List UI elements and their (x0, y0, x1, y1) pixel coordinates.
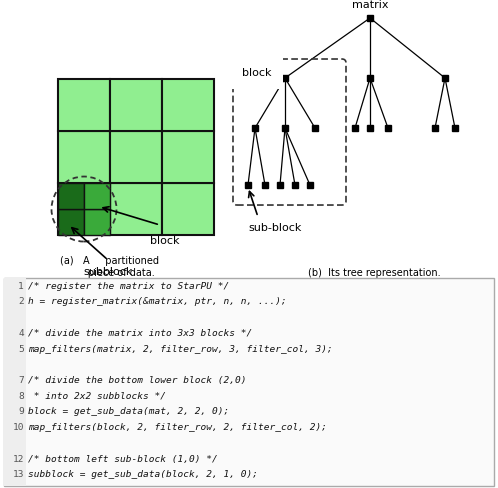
Text: subblock = get_sub_data(block, 2, 1, 0);: subblock = get_sub_data(block, 2, 1, 0); (28, 470, 258, 479)
Text: block: block (242, 68, 271, 78)
Text: 1: 1 (18, 282, 24, 291)
Bar (58, 131, 110, 183)
Bar (110, 79, 162, 131)
Text: /* divide the bottom lower block (2,0): /* divide the bottom lower block (2,0) (28, 376, 247, 385)
Text: /* register the matrix to StarPU */: /* register the matrix to StarPU */ (28, 282, 229, 291)
Text: block: block (150, 236, 180, 246)
Bar (162, 79, 214, 131)
Text: 12: 12 (12, 454, 24, 464)
Text: (b)  Its tree representation.: (b) Its tree representation. (308, 268, 441, 278)
Bar (84, 183, 110, 209)
Text: /* bottom left sub-block (1,0) */: /* bottom left sub-block (1,0) */ (28, 454, 218, 464)
Bar (58, 183, 84, 209)
Bar (58, 209, 84, 235)
Text: subblock: subblock (83, 267, 132, 277)
Text: 5: 5 (18, 345, 24, 354)
Bar (162, 131, 214, 183)
Text: 2: 2 (18, 298, 24, 306)
Bar (4, 278, 26, 486)
Text: map_filters(matrix, 2, filter_row, 3, filter_col, 3);: map_filters(matrix, 2, filter_row, 3, fi… (28, 345, 333, 354)
Bar (110, 131, 162, 183)
Bar (58, 183, 110, 235)
Text: 9: 9 (18, 407, 24, 416)
Text: * into 2x2 subblocks */: * into 2x2 subblocks */ (28, 392, 166, 401)
Bar (84, 209, 110, 235)
Text: 13: 13 (12, 470, 24, 479)
Bar (110, 183, 162, 235)
Text: map_filters(block, 2, filter_row, 2, filter_col, 2);: map_filters(block, 2, filter_row, 2, fil… (28, 423, 327, 432)
Text: matrix: matrix (352, 0, 388, 10)
Text: /* divide the matrix into 3x3 blocks */: /* divide the matrix into 3x3 blocks */ (28, 329, 252, 338)
Text: sub-block: sub-block (248, 223, 301, 233)
Text: 4: 4 (18, 329, 24, 338)
Text: 7: 7 (18, 376, 24, 385)
Text: 8: 8 (18, 392, 24, 401)
Bar (162, 183, 214, 235)
Text: block = get_sub_data(mat, 2, 2, 0);: block = get_sub_data(mat, 2, 2, 0); (28, 407, 229, 416)
Text: (a)   A     partitioned
       piece of data.: (a) A partitioned piece of data. (60, 256, 159, 278)
Text: h = register_matrix(&matrix, ptr, n, n, ...);: h = register_matrix(&matrix, ptr, n, n, … (28, 298, 287, 306)
Text: 10: 10 (12, 423, 24, 432)
Bar (58, 79, 110, 131)
